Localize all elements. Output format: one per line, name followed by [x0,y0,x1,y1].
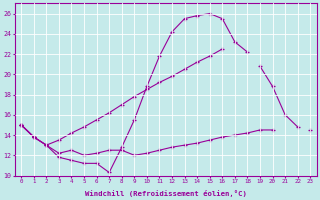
X-axis label: Windchill (Refroidissement éolien,°C): Windchill (Refroidissement éolien,°C) [85,190,247,197]
